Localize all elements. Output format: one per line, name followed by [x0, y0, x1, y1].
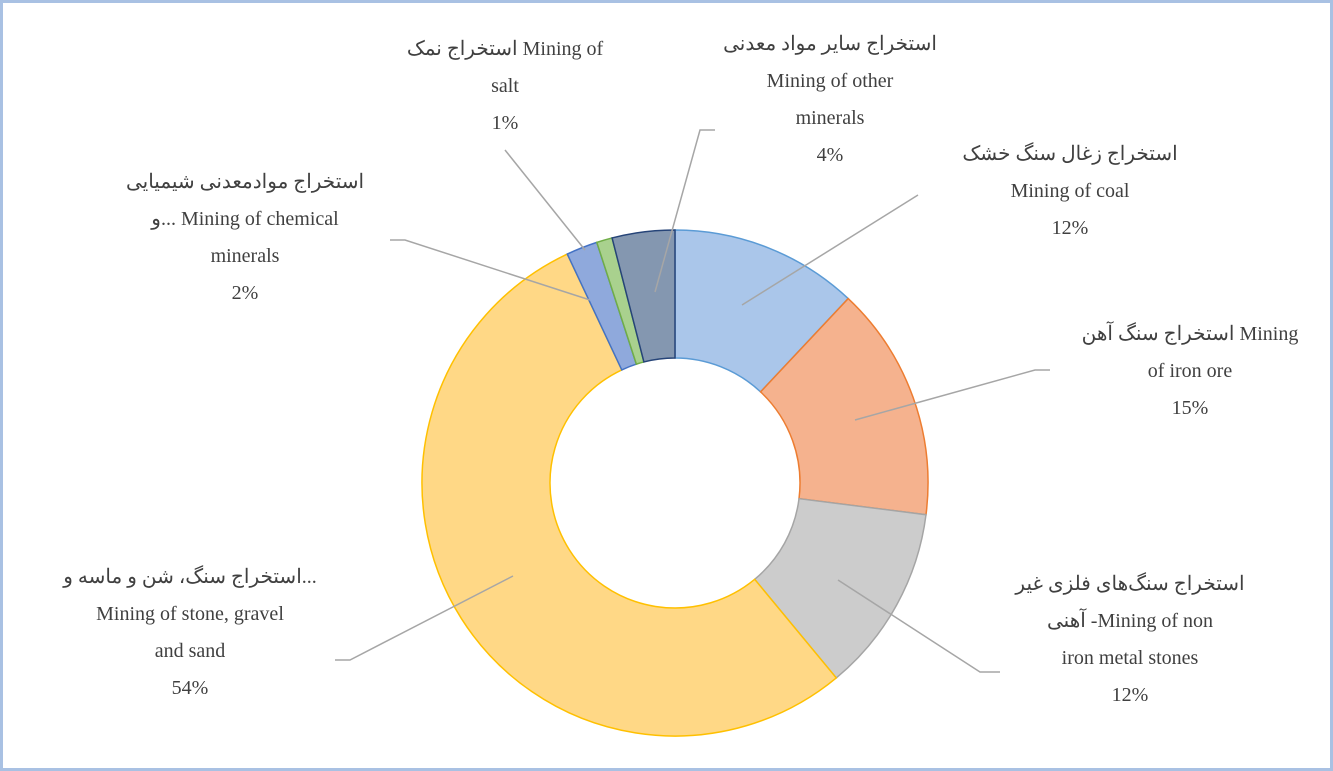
value-label: 2% — [232, 282, 259, 304]
category-label: استخراج زغال سنگ خشک Mining of coal — [962, 142, 1177, 202]
category-label: استخراج سنگ، شن و ماسه و... Mining of sto… — [62, 565, 317, 662]
value-label: 15% — [1172, 397, 1209, 419]
category-label: استخراج نمک Mining of salt — [407, 38, 604, 97]
leader-line — [390, 239, 591, 301]
leader-line — [741, 194, 919, 306]
value-label: 12% — [1112, 684, 1149, 706]
donut-segment — [611, 229, 676, 363]
category-label: استخراج سنگ آهن Mining of iron ore — [1082, 321, 1299, 382]
leader-line — [504, 149, 586, 251]
category-label: استخراج سنگ‌های فلزی غیر آهنی -Mining of … — [1014, 572, 1244, 669]
category-label: استخراج سایر مواد معدنی Mining of other mi… — [723, 33, 937, 129]
leader-line — [335, 575, 514, 661]
leader-line — [654, 129, 715, 293]
donut-segment — [421, 253, 838, 737]
leader-line — [837, 579, 1000, 673]
leader-line — [854, 369, 1050, 421]
value-label: 1% — [492, 112, 519, 134]
value-label: 12% — [1052, 217, 1089, 239]
donut-segment — [759, 297, 929, 516]
value-label: 54% — [172, 677, 209, 699]
value-label: 4% — [817, 144, 844, 166]
category-label: استخراج موادمعدنی شیمیایی و... Mining of … — [126, 171, 364, 267]
